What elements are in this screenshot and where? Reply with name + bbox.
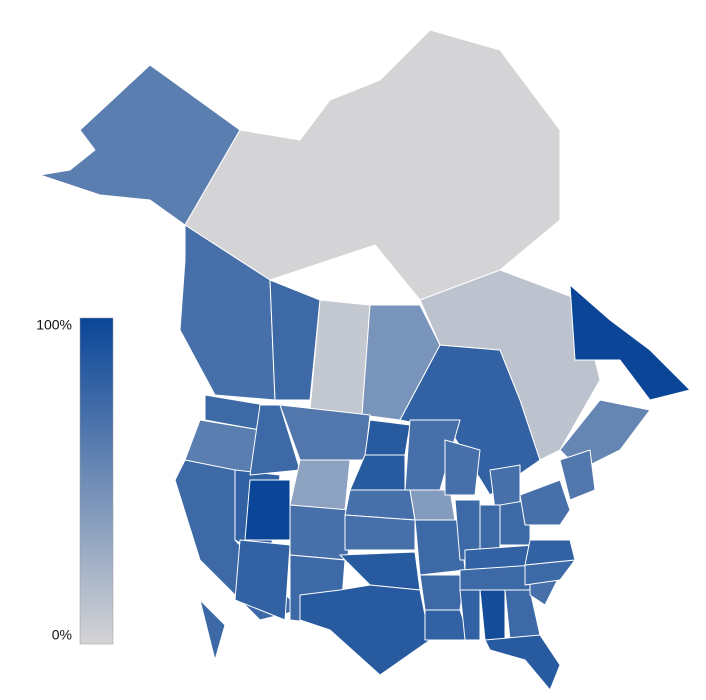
region — [344, 514, 416, 551]
region — [569, 284, 691, 401]
region — [234, 539, 291, 621]
region — [39, 64, 241, 226]
region — [459, 564, 536, 591]
region — [519, 479, 571, 526]
region — [244, 479, 291, 541]
region — [419, 269, 601, 461]
region — [459, 589, 481, 641]
region — [419, 574, 466, 611]
region — [309, 299, 371, 416]
legend-label: 0% — [52, 627, 72, 643]
region — [299, 584, 431, 676]
region — [199, 599, 226, 661]
region — [484, 634, 561, 691]
region — [364, 419, 411, 456]
regions — [39, 29, 691, 691]
region — [444, 439, 481, 496]
region — [559, 449, 596, 501]
region — [289, 504, 351, 561]
region — [479, 589, 506, 641]
region — [289, 459, 351, 511]
region — [184, 29, 561, 301]
region — [524, 539, 576, 566]
region — [269, 279, 321, 401]
legend-label: 100% — [36, 317, 72, 333]
legend-bar — [79, 317, 114, 645]
region — [339, 551, 421, 591]
